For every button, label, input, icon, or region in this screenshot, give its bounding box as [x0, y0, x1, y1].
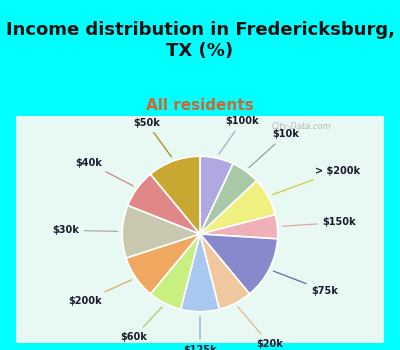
Text: $150k: $150k — [282, 217, 356, 228]
Text: $40k: $40k — [75, 158, 133, 186]
Wedge shape — [150, 156, 200, 234]
Text: $60k: $60k — [121, 307, 162, 342]
Text: $75k: $75k — [274, 271, 338, 296]
Text: $125k: $125k — [183, 316, 217, 350]
Wedge shape — [200, 215, 278, 239]
Text: Income distribution in Fredericksburg,
TX (%): Income distribution in Fredericksburg, T… — [6, 21, 394, 60]
Wedge shape — [150, 234, 200, 309]
Text: City-Data.com: City-Data.com — [272, 122, 332, 131]
Wedge shape — [200, 156, 233, 234]
Wedge shape — [181, 234, 219, 312]
Wedge shape — [200, 181, 275, 234]
Wedge shape — [200, 234, 250, 309]
Text: $30k: $30k — [52, 225, 118, 235]
Wedge shape — [200, 234, 278, 294]
Text: > $200k: > $200k — [272, 166, 360, 195]
Wedge shape — [122, 205, 200, 258]
Text: $100k: $100k — [219, 116, 259, 154]
Wedge shape — [126, 234, 200, 294]
Text: $20k: $20k — [238, 307, 283, 349]
Text: $10k: $10k — [249, 129, 299, 168]
Text: All residents: All residents — [146, 98, 254, 113]
Text: $200k: $200k — [68, 280, 132, 306]
Wedge shape — [200, 164, 257, 234]
Wedge shape — [128, 174, 200, 234]
Text: $50k: $50k — [133, 118, 171, 157]
